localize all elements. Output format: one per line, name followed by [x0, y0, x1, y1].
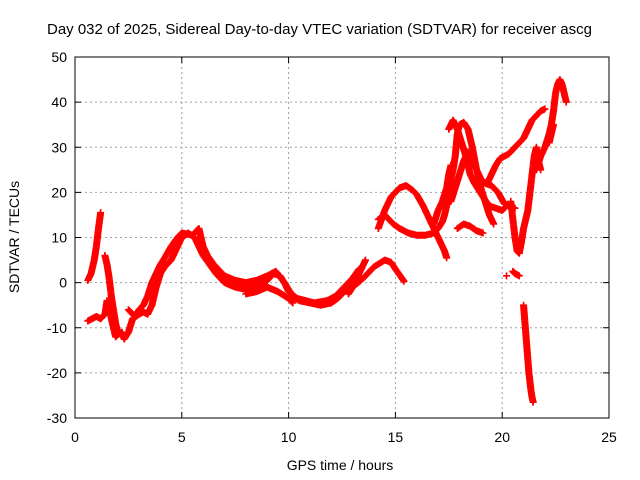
data-point [502, 272, 510, 280]
data-point [479, 229, 487, 237]
series-track-s [545, 121, 557, 147]
series-track-g [374, 182, 451, 262]
x-tick-label: 15 [388, 429, 404, 445]
y-tick-label: 40 [51, 94, 67, 110]
series-track-d [124, 224, 363, 320]
data-point [549, 121, 557, 129]
x-tick-label: 25 [601, 429, 617, 445]
series-track-m [483, 105, 549, 187]
data-point [515, 272, 523, 280]
x-tick-label: 10 [281, 429, 297, 445]
chart-title: Day 032 of 2025, Sidereal Day-to-day VTE… [47, 21, 592, 38]
series-track-q [520, 301, 537, 406]
series-track-p [502, 272, 510, 280]
series-track-k [453, 220, 487, 237]
y-tick-label: -10 [47, 320, 67, 336]
y-tick-label: 20 [51, 184, 67, 200]
x-tick-label: 0 [71, 429, 79, 445]
series-track-o [509, 267, 523, 280]
y-tick-label: -20 [47, 365, 67, 381]
x-axis-label: GPS time / hours [287, 457, 394, 473]
data-point [361, 256, 369, 264]
data-point [541, 105, 549, 113]
data-point [562, 98, 570, 106]
x-tick-label: 5 [178, 429, 186, 445]
data-point [288, 298, 296, 306]
series-track-i [430, 161, 455, 228]
series-track-j [445, 116, 510, 214]
data-point [289, 299, 297, 307]
data-point [97, 209, 105, 217]
y-tick-label: 10 [51, 230, 67, 246]
y-tick-label: 30 [51, 139, 67, 155]
data-point [443, 254, 451, 262]
data-marks [84, 76, 570, 406]
series-track-f [344, 256, 369, 298]
data-point [490, 220, 498, 228]
data-point [114, 328, 122, 336]
y-tick-label: -30 [47, 410, 67, 426]
series-track-a [84, 209, 105, 284]
series-track-c [101, 252, 122, 336]
axis-ticks: 0 5 10 15 20 25 -30 -20 -10 0 10 20 30 40 50 [47, 49, 617, 445]
data-point [447, 161, 455, 169]
series-track-e [242, 283, 297, 307]
y-tick-label: 0 [59, 275, 67, 291]
x-tick-label: 20 [494, 429, 510, 445]
data-point [529, 398, 537, 406]
y-tick-label: 50 [51, 49, 67, 65]
data-point [400, 277, 408, 285]
y-axis-label: SDTVAR / TECUs [6, 181, 22, 293]
